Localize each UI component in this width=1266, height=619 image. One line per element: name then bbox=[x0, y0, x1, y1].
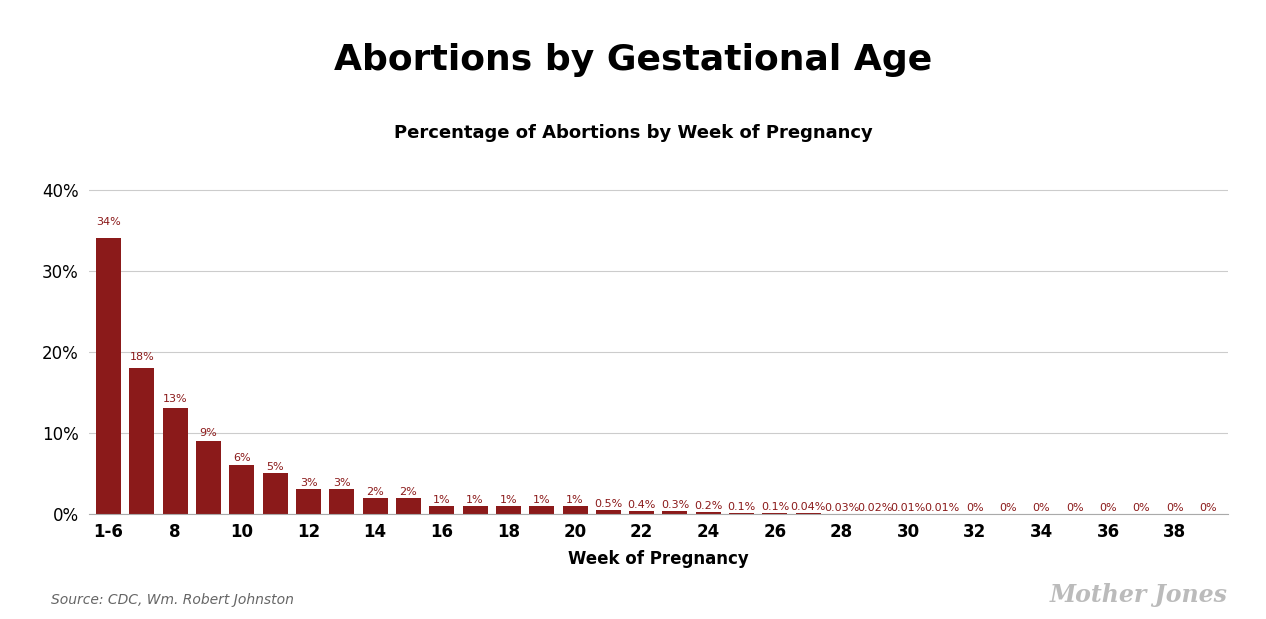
Text: 0.01%: 0.01% bbox=[890, 503, 925, 513]
Bar bbox=[163, 409, 187, 514]
Bar bbox=[263, 474, 287, 514]
Text: 0.5%: 0.5% bbox=[594, 499, 623, 509]
Bar bbox=[462, 506, 487, 514]
Text: 0%: 0% bbox=[1166, 503, 1184, 513]
Text: 2%: 2% bbox=[400, 487, 418, 496]
Bar bbox=[396, 498, 420, 514]
Bar bbox=[762, 513, 787, 514]
Bar bbox=[96, 238, 122, 514]
Text: 1%: 1% bbox=[466, 495, 484, 504]
Text: 0.1%: 0.1% bbox=[761, 502, 789, 512]
Bar bbox=[662, 511, 687, 514]
Bar bbox=[629, 511, 655, 514]
Text: 1%: 1% bbox=[566, 495, 584, 504]
Text: Mother Jones: Mother Jones bbox=[1050, 582, 1228, 607]
Text: 2%: 2% bbox=[366, 487, 384, 496]
Text: 0.1%: 0.1% bbox=[728, 502, 756, 512]
Text: 18%: 18% bbox=[129, 352, 154, 362]
Text: 13%: 13% bbox=[163, 394, 187, 404]
Text: 0.02%: 0.02% bbox=[857, 503, 893, 513]
Text: 5%: 5% bbox=[266, 462, 284, 472]
Text: 1%: 1% bbox=[433, 495, 451, 504]
Bar bbox=[362, 498, 387, 514]
Bar bbox=[229, 465, 254, 514]
Text: 0.01%: 0.01% bbox=[924, 503, 960, 513]
Text: 0%: 0% bbox=[1033, 503, 1051, 513]
Bar bbox=[129, 368, 154, 514]
X-axis label: Week of Pregnancy: Week of Pregnancy bbox=[568, 550, 748, 568]
Text: 0%: 0% bbox=[1066, 503, 1084, 513]
Text: 3%: 3% bbox=[333, 478, 351, 488]
Bar bbox=[729, 513, 755, 514]
Text: 34%: 34% bbox=[96, 217, 122, 227]
Text: Abortions by Gestational Age: Abortions by Gestational Age bbox=[334, 43, 932, 77]
Text: 0%: 0% bbox=[999, 503, 1017, 513]
Bar bbox=[596, 509, 620, 514]
Text: 9%: 9% bbox=[200, 428, 218, 438]
Text: 0.03%: 0.03% bbox=[824, 503, 860, 513]
Text: 3%: 3% bbox=[300, 478, 318, 488]
Text: 0.4%: 0.4% bbox=[628, 500, 656, 509]
Bar bbox=[329, 490, 354, 514]
Text: 0%: 0% bbox=[1099, 503, 1117, 513]
Text: 1%: 1% bbox=[500, 495, 518, 504]
Text: 0%: 0% bbox=[1199, 503, 1217, 513]
Text: 0%: 0% bbox=[966, 503, 984, 513]
Bar bbox=[196, 441, 222, 514]
Text: 0%: 0% bbox=[1133, 503, 1151, 513]
Bar bbox=[429, 506, 454, 514]
Text: 0.04%: 0.04% bbox=[790, 503, 825, 513]
Text: Source: CDC, Wm. Robert Johnston: Source: CDC, Wm. Robert Johnston bbox=[51, 592, 294, 607]
Text: 6%: 6% bbox=[233, 453, 251, 463]
Bar bbox=[562, 506, 587, 514]
Text: 1%: 1% bbox=[533, 495, 551, 504]
Bar bbox=[529, 506, 555, 514]
Text: Percentage of Abortions by Week of Pregnancy: Percentage of Abortions by Week of Pregn… bbox=[394, 124, 872, 142]
Text: 0.2%: 0.2% bbox=[694, 501, 723, 511]
Bar bbox=[496, 506, 520, 514]
Bar bbox=[296, 490, 322, 514]
Bar bbox=[696, 512, 720, 514]
Text: 0.3%: 0.3% bbox=[661, 500, 689, 510]
